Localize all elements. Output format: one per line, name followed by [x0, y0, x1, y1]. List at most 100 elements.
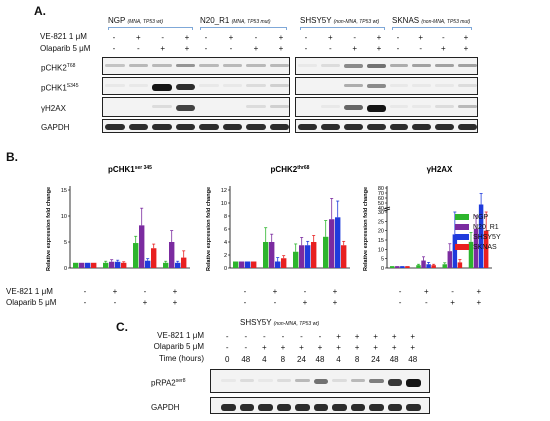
ve821-sign: - [254, 33, 258, 42]
blot-band [276, 403, 292, 411]
olaparib-sign: + [463, 44, 469, 53]
blot-band [105, 105, 125, 108]
ve821-sign: + [332, 287, 338, 296]
olaparib-sign: + [376, 44, 382, 53]
blot-band [269, 105, 289, 108]
y-tick-label: 10 [221, 201, 227, 207]
olaparib-sign: + [262, 343, 267, 352]
legend-swatch [455, 234, 469, 240]
bar [329, 219, 335, 268]
blot-band [269, 84, 289, 87]
blot-band [152, 124, 172, 131]
blot-band [298, 64, 317, 67]
blot-band [276, 379, 292, 382]
bar [281, 258, 287, 268]
ve821-sign: + [391, 332, 397, 341]
bar [405, 266, 410, 268]
ve821-sign: - [451, 287, 454, 296]
bar [311, 242, 317, 268]
bar [175, 262, 181, 268]
blot-band [175, 124, 195, 131]
bar [473, 228, 479, 268]
olaparib-sign: - [136, 44, 140, 53]
group-bracket [300, 27, 385, 30]
blot-band [350, 403, 366, 411]
bar [299, 245, 305, 268]
blot-band [406, 403, 421, 411]
ve821-sign: - [143, 287, 147, 296]
olaparib-sign: + [476, 298, 482, 307]
chart-legend: NGP N20_R1 SHSY5Y SKNAS [455, 212, 501, 252]
blot-label-gapdh: GAPDH [41, 123, 70, 132]
ve821-sign: - [204, 33, 208, 42]
blot-band [343, 64, 363, 68]
olaparib-sign: + [317, 343, 323, 352]
olaparib-sign: + [278, 44, 284, 53]
blot-band [152, 84, 172, 91]
olaparib-sign: + [253, 44, 259, 53]
y-tick-label: 2 [224, 253, 227, 259]
y-tick-label: 20 [378, 229, 384, 235]
blot-band [412, 64, 432, 67]
bar [91, 262, 97, 268]
bar [181, 257, 187, 268]
olaparib-sign: - [304, 44, 308, 53]
ve821-sign: - [225, 332, 229, 341]
blot-band [295, 403, 310, 411]
bar [447, 251, 453, 268]
blot-band [199, 64, 219, 67]
group-bracket [200, 27, 287, 30]
ve821-sign: + [476, 287, 482, 296]
olaparib-sign: + [373, 343, 378, 352]
olaparib-sign: + [440, 44, 446, 53]
panel-c-time-label: Time (hours) [158, 354, 204, 363]
y-tick-label: 4 [224, 240, 227, 246]
bar [73, 262, 79, 268]
olaparib-sign: + [391, 343, 397, 352]
blot-band [105, 124, 125, 131]
ve821-sign: - [161, 33, 164, 42]
panel-b-label: B. [6, 150, 18, 164]
blot-band [366, 84, 386, 88]
blot-band [387, 403, 403, 411]
panel-c-label: C. [116, 320, 128, 334]
blot-band [222, 124, 242, 131]
bar [416, 265, 421, 268]
y-tick-label: 6 [224, 227, 227, 233]
bar [390, 266, 395, 268]
panel-c-header: SHSY5Y (non-MNA, TP53 wt) [240, 318, 320, 327]
blot-band [343, 84, 363, 87]
ve821-sign: - [263, 332, 266, 341]
blot-band [222, 84, 242, 87]
blot-band [246, 64, 266, 67]
y-tick-label: 25 [378, 219, 384, 225]
chart-title: pCHK2thr68 [271, 165, 310, 174]
bar [293, 251, 299, 268]
y-tick-label: 8 [224, 214, 227, 220]
olaparib-sign: + [450, 298, 455, 307]
blot-band [343, 105, 363, 110]
y-tick-label: 15 [378, 238, 384, 244]
blot-strip [210, 397, 430, 414]
blot-strip [210, 369, 430, 393]
legend-swatch [455, 214, 469, 220]
ve821-sign: + [278, 33, 284, 42]
ve821-sign: - [243, 287, 247, 296]
y-axis-label: Relative expression fold change [363, 187, 369, 271]
panel-a-ve821-label: VE-821 1 μM [40, 32, 87, 41]
time-value: 48 [241, 355, 251, 364]
ve821-sign: + [354, 332, 360, 341]
blot-band [175, 105, 195, 111]
bar [263, 242, 269, 268]
olaparib-sign: + [336, 343, 341, 352]
olaparib-sign: - [425, 298, 428, 307]
ve821-sign: - [112, 33, 116, 42]
blot-band [412, 124, 432, 131]
panel-c-olaparib-label: Olaparib 5 μM [153, 342, 204, 351]
bar [139, 225, 145, 268]
ve821-sign: + [336, 332, 341, 341]
blot-band [369, 379, 384, 384]
time-value: 8 [280, 355, 286, 364]
bar [169, 242, 175, 268]
ve821-sign: + [184, 33, 190, 42]
